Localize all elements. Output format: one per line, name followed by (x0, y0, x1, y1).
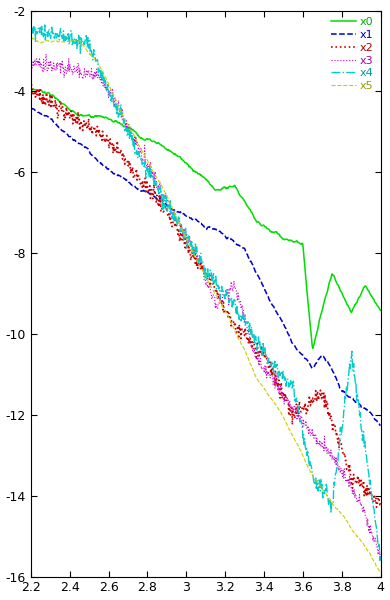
x3 (187, 232, 192, 239)
x2 (235, 325, 240, 332)
x2 (378, 500, 383, 507)
x2 (187, 246, 192, 253)
x4 (292, 398, 297, 406)
x2 (374, 503, 379, 511)
x0 (310, 345, 315, 352)
x5 (119, 109, 124, 116)
x5 (378, 569, 383, 576)
x4 (235, 312, 240, 319)
x0 (235, 187, 240, 194)
x4 (119, 104, 124, 112)
Legend: x0, x1, x2, x3, x4, x5: x0, x1, x2, x3, x4, x5 (330, 16, 375, 92)
x5 (262, 386, 267, 393)
x1 (187, 214, 191, 221)
x1 (28, 105, 33, 112)
x0 (292, 238, 297, 245)
x3 (91, 70, 96, 77)
x2 (91, 127, 96, 134)
x4 (28, 32, 33, 39)
x1 (378, 422, 383, 429)
x3 (28, 65, 33, 72)
Line: x0: x0 (31, 89, 381, 349)
x1 (90, 152, 95, 159)
x0 (119, 121, 124, 128)
x4 (187, 242, 192, 249)
Line: x5: x5 (31, 38, 381, 572)
x3 (292, 401, 297, 409)
x1 (292, 341, 296, 349)
x4 (262, 343, 267, 350)
x0 (28, 87, 33, 94)
x3 (235, 297, 240, 304)
x1 (234, 241, 239, 248)
x4 (91, 53, 96, 61)
x0 (91, 114, 96, 121)
x4 (378, 557, 382, 564)
x2 (28, 94, 33, 101)
x5 (292, 436, 297, 443)
x3 (44, 50, 48, 58)
x1 (262, 285, 267, 292)
x2 (292, 415, 297, 422)
x5 (235, 332, 240, 340)
x0 (262, 223, 267, 230)
Line: x2: x2 (31, 84, 381, 507)
x5 (28, 35, 33, 43)
x4 (378, 553, 383, 560)
x3 (262, 362, 267, 370)
Line: x1: x1 (31, 109, 381, 425)
x3 (119, 115, 124, 122)
Line: x4: x4 (31, 25, 381, 560)
x5 (187, 242, 192, 249)
Line: x3: x3 (31, 54, 381, 555)
x3 (378, 551, 382, 559)
x5 (91, 53, 96, 61)
x4 (43, 22, 47, 29)
x3 (378, 550, 383, 557)
x2 (29, 80, 34, 88)
x2 (119, 148, 124, 155)
x0 (378, 307, 383, 314)
x0 (31, 85, 35, 92)
x0 (187, 163, 192, 170)
x1 (118, 173, 123, 180)
x5 (30, 35, 35, 42)
x2 (262, 351, 267, 358)
